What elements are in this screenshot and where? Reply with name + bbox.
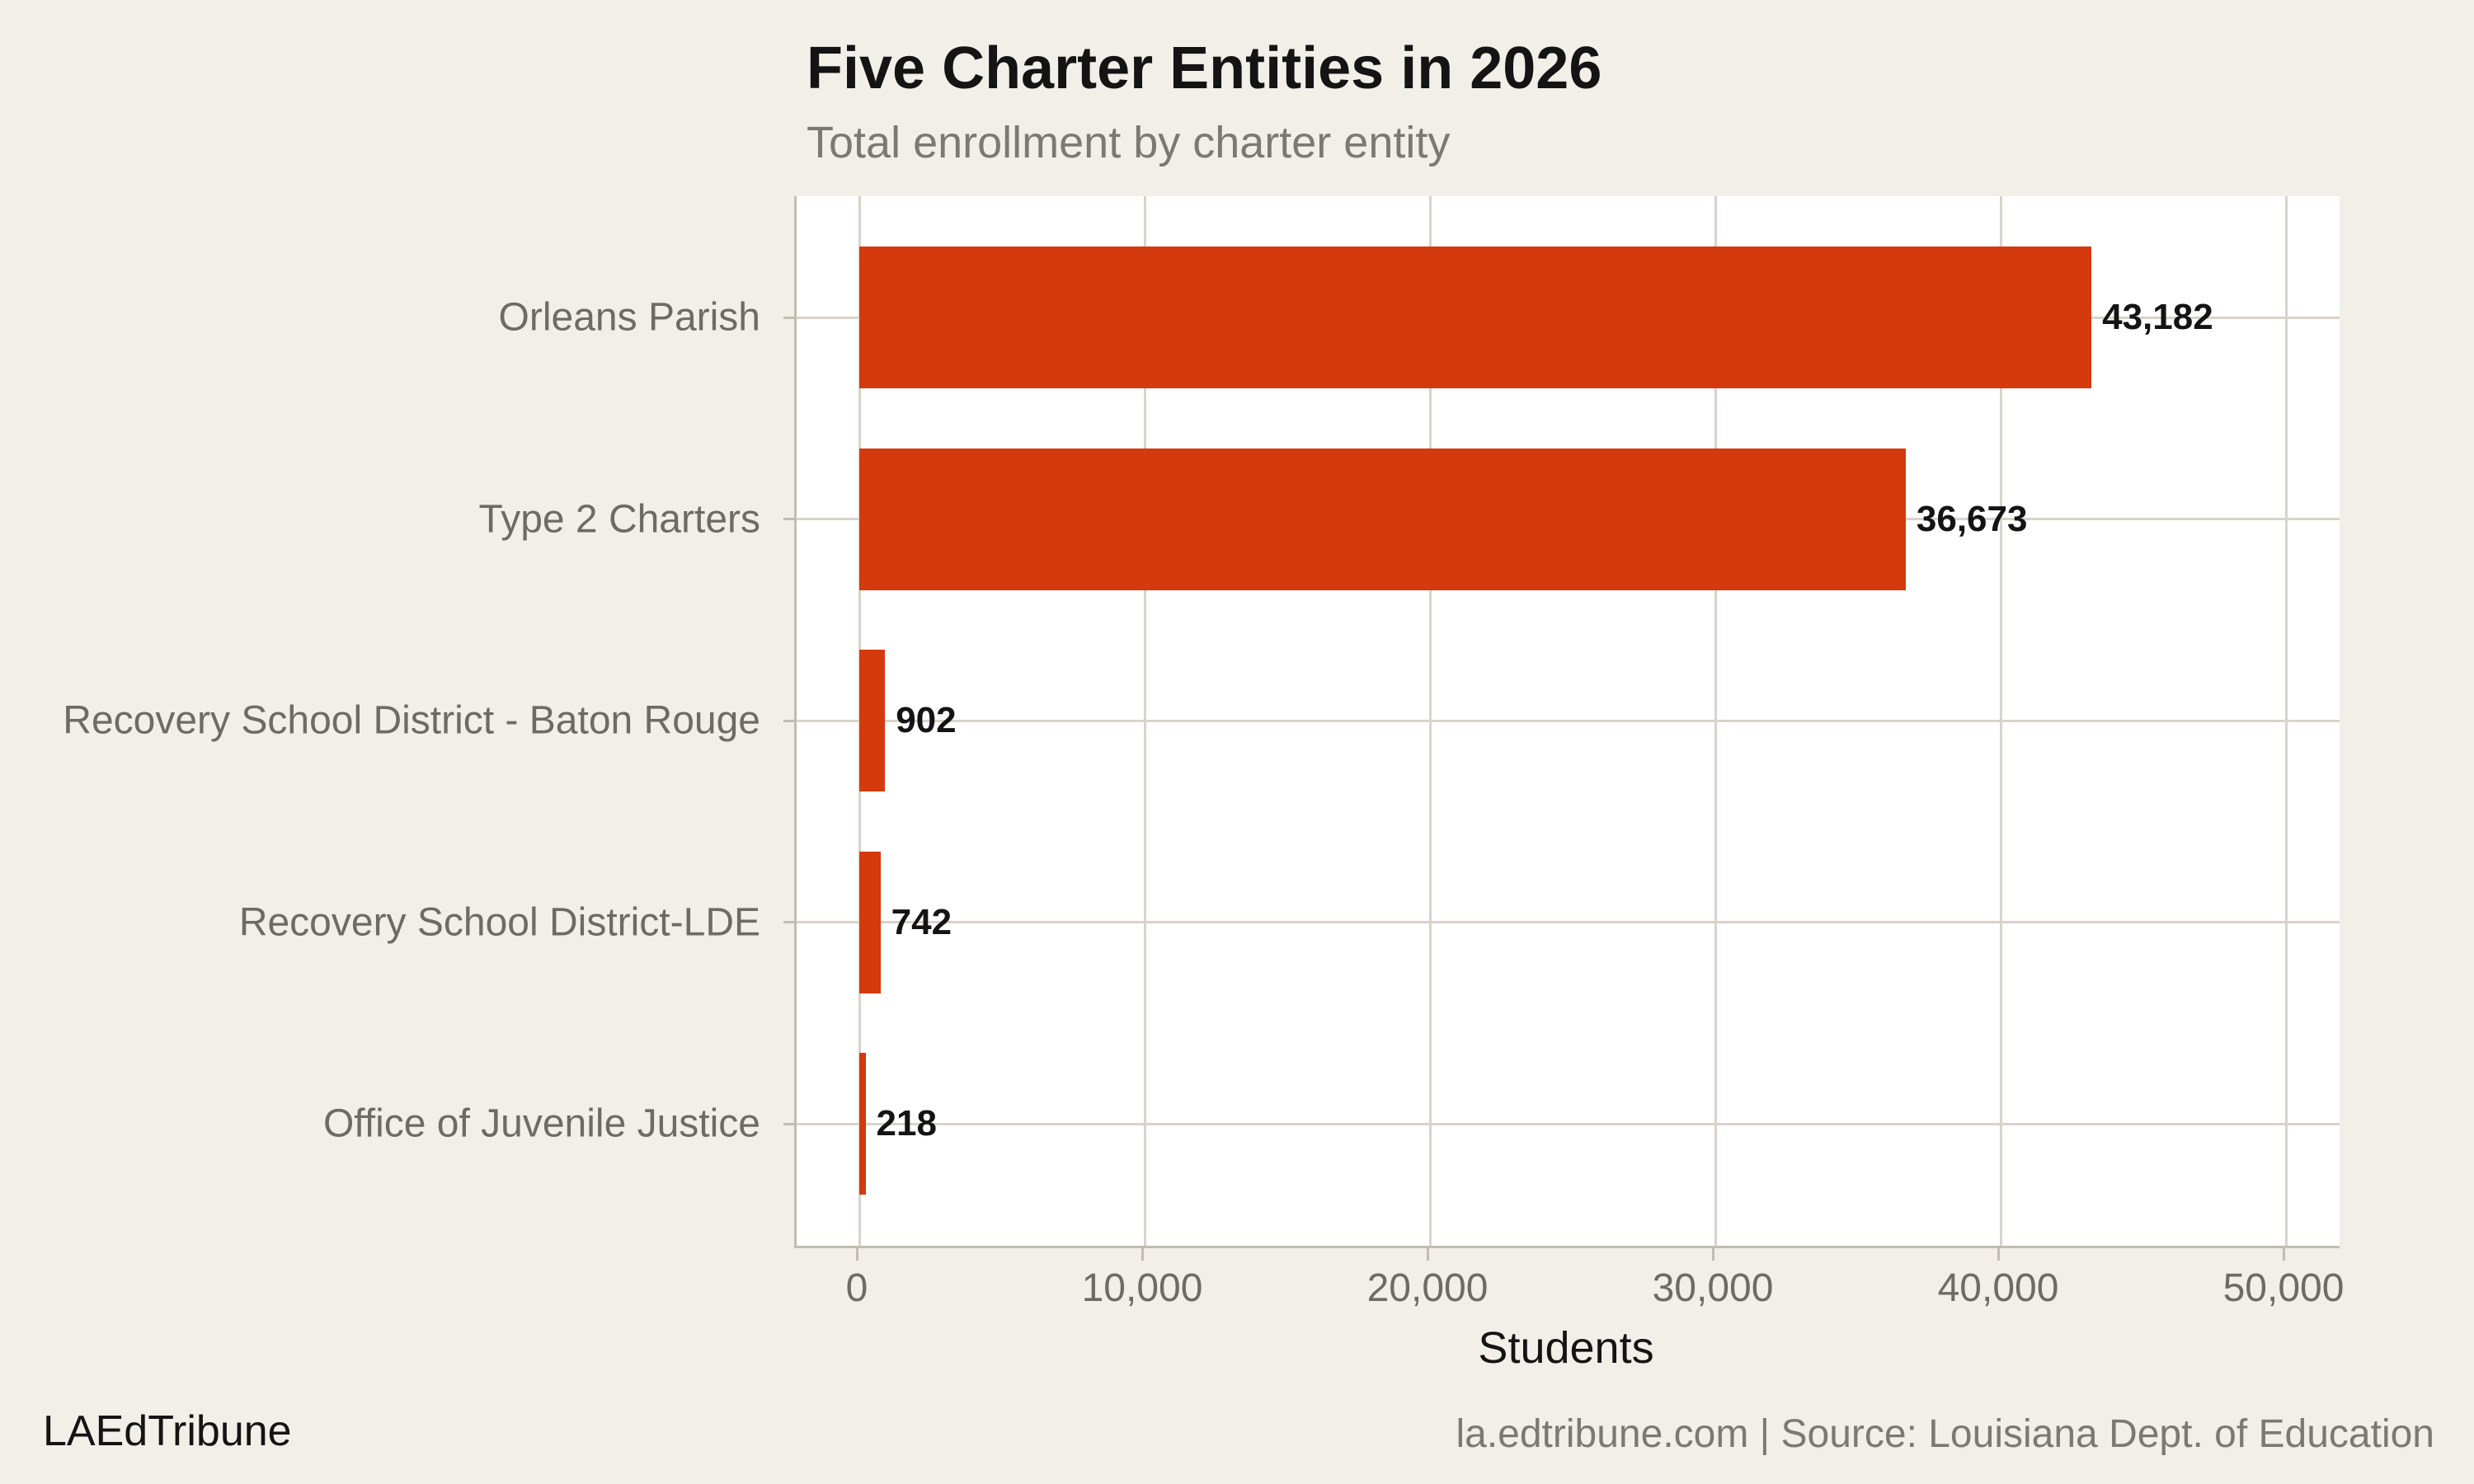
x-tick-label: 50,000 — [2222, 1266, 2345, 1310]
x-tick-mark — [1426, 1248, 1429, 1261]
y-tick-mark — [783, 921, 794, 923]
x-tick-label: 20,000 — [1366, 1266, 1489, 1310]
footer-source: la.edtribune.com | Source: Louisiana Dep… — [1456, 1412, 2434, 1456]
bar — [859, 851, 881, 993]
bar-value-label: 36,673 — [1916, 498, 2028, 539]
x-tick-mark — [2282, 1248, 2285, 1261]
bar-value-label: 43,182 — [2102, 297, 2213, 337]
category-label: Orleans Parish — [498, 295, 760, 340]
bar-value-label: 742 — [891, 901, 952, 942]
chart-title: Five Charter Entities in 2026 — [807, 35, 1602, 101]
x-tick-label: 40,000 — [1937, 1266, 2059, 1310]
x-tick-label: 0 — [845, 1266, 868, 1310]
y-tick-mark — [783, 1122, 794, 1125]
bar — [859, 247, 2092, 388]
x-tick-mark — [1141, 1248, 1144, 1261]
category-label: Recovery School District - Baton Rouge — [63, 698, 760, 743]
footer-brand: LAEdTribune — [43, 1407, 292, 1455]
y-tick-mark — [783, 518, 794, 520]
plot-panel — [794, 196, 2340, 1248]
bar-value-label: 902 — [896, 700, 957, 740]
bar — [859, 1053, 866, 1195]
x-tick-label: 10,000 — [1081, 1266, 1203, 1310]
chart-subtitle: Total enrollment by charter entity — [807, 118, 1451, 167]
y-tick-mark — [783, 316, 794, 319]
x-tick-mark — [1997, 1248, 2000, 1261]
y-gridline — [797, 921, 2340, 923]
x-axis-title: Students — [1478, 1323, 1654, 1373]
category-label: Office of Juvenile Justice — [322, 1101, 760, 1146]
category-label: Recovery School District-LDE — [238, 900, 760, 944]
y-gridline — [797, 719, 2340, 722]
x-tick-label: 30,000 — [1652, 1266, 1774, 1310]
bar — [859, 650, 886, 791]
y-gridline — [797, 1122, 2340, 1125]
bar-value-label: 218 — [876, 1103, 937, 1144]
category-label: Type 2 Charters — [478, 497, 760, 541]
x-tick-mark — [1711, 1248, 1714, 1261]
y-tick-mark — [783, 719, 794, 722]
x-tick-mark — [855, 1248, 858, 1261]
bar — [859, 448, 1906, 590]
